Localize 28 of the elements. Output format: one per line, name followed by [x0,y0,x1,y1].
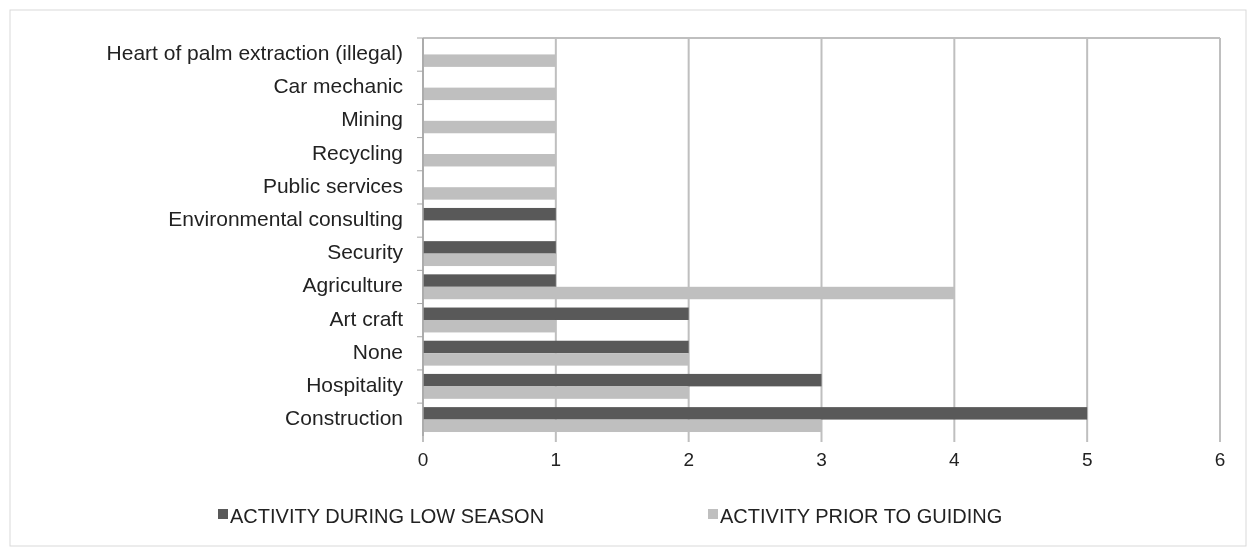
bar [423,340,689,354]
y-tick-label: Art craft [329,306,404,330]
bar [423,407,1088,420]
bar [423,207,556,221]
legend-label: ACTIVITY DURING LOW SEASON [230,505,545,528]
y-tick-label: Hospitality [306,372,404,396]
x-tick-label: 6 [1214,449,1226,470]
bar [423,274,556,287]
y-tick-label: Agriculture [302,273,403,297]
bar [423,373,822,387]
bar [423,241,556,254]
x-tick-label: 4 [949,449,961,470]
bar [423,307,689,320]
x-tick-label: 0 [417,449,429,470]
y-tick-label: Security [327,240,404,264]
y-tick-label: None [352,339,403,363]
y-tick-label: Heart of palm extraction (illegal) [106,40,403,64]
y-tick-label: Public services [262,173,403,197]
x-tick-label: 1 [550,449,562,470]
y-tick-label: Construction [285,406,403,430]
legend-label: ACTIVITY PRIOR TO GUIDING [720,505,1003,528]
x-tick-label: 2 [683,449,694,470]
y-tick-label: Mining [341,107,403,131]
x-tick-label: 5 [1081,449,1093,470]
y-tick-label: Environmental consulting [168,206,403,230]
y-tick-label: Car mechanic [273,74,403,98]
y-tick-label: Recycling [311,140,403,164]
x-tick-label: 3 [816,449,827,470]
